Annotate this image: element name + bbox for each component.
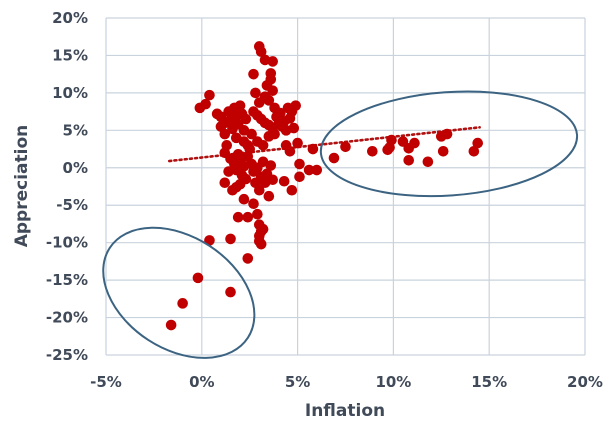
y-tick-label: 10% [52, 84, 88, 102]
data-point [252, 208, 263, 220]
data-point [267, 85, 278, 96]
data-point [437, 146, 449, 157]
data-point [225, 286, 236, 298]
data-point [263, 95, 275, 106]
data-point [294, 171, 305, 183]
x-tick-label: 15% [471, 373, 507, 391]
data-point [219, 177, 231, 189]
data-point [177, 298, 188, 309]
y-tick-label: -25% [46, 346, 88, 364]
trendline-layer [167, 126, 481, 163]
data-point [267, 174, 278, 186]
data-point [422, 156, 434, 168]
data-point [386, 134, 397, 146]
data-point [403, 154, 415, 166]
data-point [311, 164, 323, 176]
data-point [257, 223, 269, 235]
y-tick-label: -10% [46, 234, 88, 252]
data-point [303, 164, 315, 176]
grid-lines [105, 17, 586, 356]
x-tick-label: 5% [285, 373, 310, 391]
y-tick-label: -5% [56, 196, 88, 214]
data-point [248, 68, 259, 80]
data-point [290, 100, 301, 111]
data-point [255, 46, 267, 57]
data-point [200, 98, 211, 110]
x-axis-title: Inflation [305, 401, 385, 421]
trendline [167, 126, 481, 163]
data-point [253, 184, 265, 196]
data-point [234, 178, 246, 190]
data-point [294, 158, 305, 170]
y-tick-label: -20% [46, 309, 88, 327]
data-point [192, 272, 204, 284]
data-point [223, 166, 234, 177]
data-point [253, 97, 265, 108]
y-tick-label: 5% [63, 121, 88, 139]
data-point [232, 211, 244, 223]
data-point [252, 136, 263, 147]
data-point [204, 89, 215, 101]
data-point [409, 137, 420, 149]
data-point [292, 137, 303, 149]
x-tick-label: -5% [90, 373, 122, 391]
data-point [278, 175, 290, 187]
data-point [238, 193, 250, 205]
data-point [468, 146, 480, 157]
data-point [286, 184, 298, 196]
data-point [248, 198, 259, 210]
data-point [234, 100, 246, 111]
data-point [242, 253, 254, 264]
data-point [267, 56, 278, 67]
data-point [165, 319, 177, 331]
data-point [269, 102, 280, 114]
annotation-ellipse [102, 226, 256, 359]
y-tick-label: 15% [52, 46, 88, 64]
data-point [441, 128, 453, 140]
data-point [472, 137, 484, 149]
x-tick-label: 10% [375, 373, 411, 391]
y-tick-label: 0% [63, 159, 88, 177]
data-point [238, 136, 250, 147]
y-tick-label: 20% [52, 9, 88, 27]
data-points [165, 41, 484, 331]
x-tick-label: 0% [189, 373, 214, 391]
data-point [288, 122, 300, 134]
data-point [240, 113, 252, 125]
data-point [284, 146, 296, 157]
data-point [367, 146, 378, 157]
data-point [340, 141, 351, 153]
y-axis-title: Appreciation [12, 125, 32, 248]
data-point [263, 190, 275, 202]
data-point [255, 238, 267, 250]
x-tick-label: 20% [567, 373, 603, 391]
data-point [225, 233, 236, 245]
data-point [265, 160, 277, 171]
data-point [246, 128, 257, 140]
data-point [219, 128, 231, 140]
data-point [242, 211, 254, 223]
data-point [269, 128, 280, 140]
annotation-ellipse [319, 90, 579, 198]
data-point [307, 143, 319, 155]
data-point [284, 113, 296, 124]
data-point [328, 152, 340, 164]
y-tick-labels: 20% 15% 10% 5% 0% -5% -10% -15% -20% -25% [46, 9, 88, 364]
x-tick-labels: -5% 0% 5% 10% 15% 20% [90, 373, 603, 391]
data-point [250, 87, 261, 99]
y-tick-label: -15% [46, 271, 88, 289]
annotation-ellipses [102, 90, 579, 359]
